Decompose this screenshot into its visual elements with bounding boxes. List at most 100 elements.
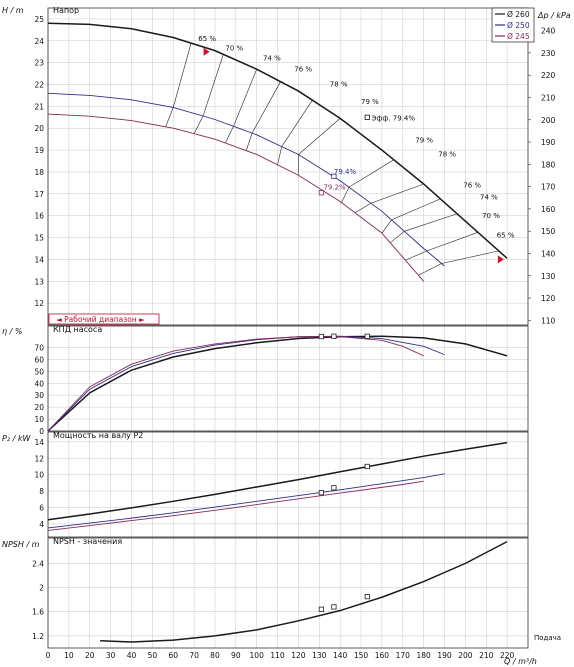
pressure-tick-label: 140	[541, 249, 556, 258]
legend-item-260: Ø 260	[507, 10, 530, 19]
pressure-tick-label: 170	[541, 183, 556, 192]
pressure-tick-label: 180	[541, 160, 556, 169]
x-tick-label: 0	[46, 651, 51, 660]
pressure-tick-label: 230	[541, 49, 556, 58]
y-tick-label: 2	[39, 584, 44, 593]
duty-point	[331, 485, 337, 491]
y-tick-label: 19	[34, 146, 44, 155]
efficiency-label: 79.4%	[334, 168, 357, 176]
x-tick-label: 150	[354, 651, 369, 660]
y-tick-label: 30	[34, 391, 44, 400]
efficiency-label: 74 %	[263, 54, 281, 62]
pressure-tick-label: 110	[541, 316, 556, 325]
y-tick-label: 12	[34, 299, 44, 308]
grid	[47, 8, 531, 648]
y-tick-label: 14	[34, 438, 44, 447]
pressure-tick-label: 240	[541, 27, 556, 36]
npsh-panel-title: NPSH - значения	[53, 537, 122, 546]
efficiency-label: 79 %	[415, 136, 433, 144]
duty-point	[318, 333, 324, 340]
y-tick-label: 60	[34, 355, 44, 364]
x-tick-label: 210	[479, 651, 494, 660]
efficiency-panel-title: КПД насоса	[53, 325, 102, 334]
x-tick-label: 70	[189, 651, 199, 660]
y-tick-label: 16	[34, 212, 44, 221]
iso-efficiency-line	[225, 69, 257, 144]
head-panel-title: Напор	[53, 6, 79, 15]
pressure-tick-label: 120	[541, 294, 556, 303]
x-tick-label: 90	[231, 651, 241, 660]
duty-point	[364, 114, 370, 120]
y-tick-label: 17	[34, 190, 44, 199]
duty-points	[203, 47, 504, 612]
efficiency-label: 76 %	[294, 65, 312, 73]
y-tick-label: 4	[39, 520, 44, 529]
y-tick-label: 18	[34, 168, 44, 177]
x-tick-label: 200	[458, 651, 473, 660]
y-tick-label: 10	[34, 471, 44, 480]
pressure-tick-label: 160	[541, 205, 556, 214]
iso-efficiency-line	[245, 81, 281, 151]
y-tick-label: 12	[34, 454, 44, 463]
legend: Ø 260 Ø 250 Ø 245	[491, 7, 535, 43]
range-marker	[203, 47, 210, 56]
x-tick-label: 180	[416, 651, 431, 660]
y-tick-label: 10	[34, 415, 44, 424]
efficiency-iso-lines	[165, 43, 499, 276]
labels: 1213141516171819202122232425010203040506…	[32, 15, 555, 660]
panel-frame	[47, 7, 529, 326]
x-tick-label: 120	[291, 651, 306, 660]
x-tick-label: 190	[437, 651, 452, 660]
power-panel-title: Мощность на валу P2	[53, 431, 143, 440]
pressure-y-axis-label: Δp / kPa	[537, 11, 571, 20]
x-side-label: Подача	[534, 634, 561, 642]
x-tick-label: 10	[64, 651, 74, 660]
y-tick-label: 25	[34, 15, 44, 24]
x-tick-label: 60	[168, 651, 178, 660]
y-tick-label: 13	[34, 277, 44, 286]
efficiency-label: 70 %	[225, 45, 243, 53]
x-tick-label: 50	[148, 651, 158, 660]
range-marker	[497, 255, 504, 264]
y-tick-label: 8	[39, 487, 44, 496]
y-tick-label: 20	[34, 403, 44, 412]
curve-efficiency-d250	[47, 335, 445, 432]
y-tick-label: 14	[34, 255, 44, 264]
iso-efficiency-line	[381, 198, 441, 234]
iso-efficiency-line	[405, 232, 479, 261]
pressure-tick-label: 220	[541, 71, 556, 80]
operating-range-label: ◄ Рабочий диапазон ►	[56, 315, 145, 324]
efficiency-label: 65 %	[198, 35, 216, 43]
y-tick-label: 0	[39, 427, 44, 436]
pressure-tick-label: 200	[541, 116, 556, 125]
efficiency-label: 74 %	[480, 193, 498, 201]
head-y-axis-label: H / m	[2, 6, 24, 15]
x-tick-label: 110	[270, 651, 285, 660]
duty-point	[364, 463, 370, 470]
efficiency-label: 78 %	[330, 81, 348, 89]
efficiency-label: 79.2%	[323, 183, 346, 191]
legend-item-245: Ø 245	[507, 32, 530, 41]
y-tick-label: 1.2	[32, 632, 44, 641]
curve-power-d260	[47, 441, 508, 521]
duty-point	[331, 604, 337, 610]
efficiency-y-axis-label: η / %	[2, 327, 22, 336]
duty-point	[318, 606, 324, 612]
pressure-tick-label: 210	[541, 93, 556, 102]
duty-point	[331, 333, 337, 339]
x-tick-label: 220	[500, 651, 515, 660]
duty-point	[364, 594, 370, 600]
pressure-tick-label: 130	[541, 272, 556, 281]
duty-point	[318, 190, 324, 196]
npsh-y-axis-label: NPSH / m	[2, 540, 40, 549]
curves	[47, 22, 508, 643]
efficiency-label: 78 %	[438, 151, 456, 159]
x-tick-label: 30	[106, 651, 116, 660]
pressure-tick-label: 150	[541, 227, 556, 236]
efficiency-label: 79 %	[361, 98, 379, 106]
efficiency-label: 76 %	[463, 181, 481, 189]
y-tick-label: 24	[34, 37, 44, 46]
curve-head-d250	[47, 92, 445, 267]
curve-npsh-d260	[100, 540, 508, 643]
y-tick-label: 2.4	[32, 559, 44, 568]
